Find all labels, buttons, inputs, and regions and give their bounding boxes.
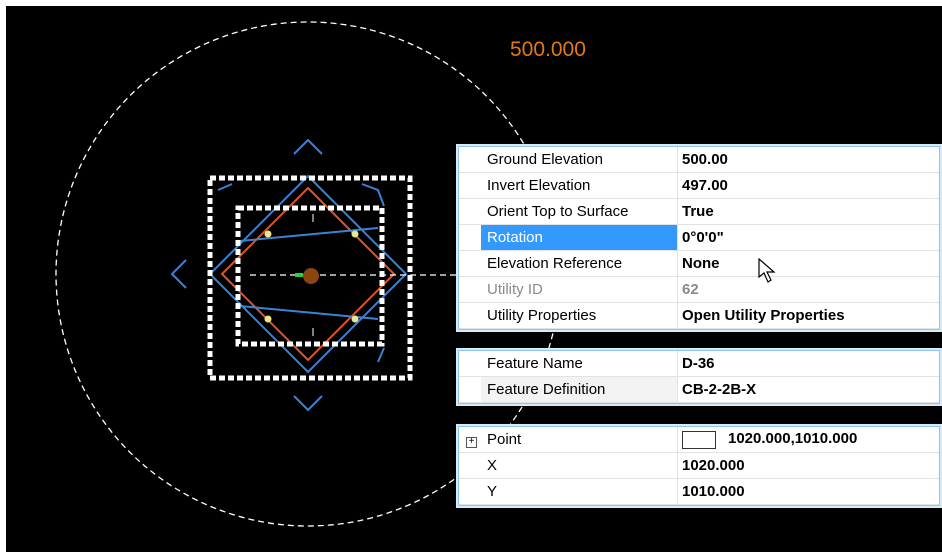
property-row-disabled: Utility ID 62 bbox=[459, 276, 939, 303]
property-label: Utility Properties bbox=[481, 302, 678, 329]
property-row[interactable]: Invert Elevation 497.00 bbox=[459, 172, 939, 199]
cad-canvas[interactable] bbox=[6, 6, 942, 552]
node-dot bbox=[351, 230, 359, 238]
property-label: Orient Top to Surface bbox=[481, 198, 678, 225]
point-x-label: X bbox=[481, 452, 678, 479]
center-point[interactable] bbox=[303, 268, 319, 284]
property-value[interactable]: 497.00 bbox=[677, 172, 939, 199]
property-label: Elevation Reference bbox=[481, 250, 678, 277]
open-utility-properties-link[interactable]: Open Utility Properties bbox=[677, 302, 939, 329]
center-marker bbox=[295, 273, 303, 277]
feature-definition-value[interactable]: CB-2-2B-X bbox=[677, 376, 939, 403]
chevron-left-icon[interactable] bbox=[170, 259, 187, 289]
property-label: Ground Elevation bbox=[481, 147, 678, 173]
plus-box-icon[interactable]: + bbox=[459, 427, 481, 453]
property-value[interactable]: None bbox=[677, 250, 939, 277]
chevron-up-icon[interactable] bbox=[293, 138, 323, 155]
point-y-value[interactable]: 1010.000 bbox=[677, 478, 939, 505]
property-row[interactable]: Ground Elevation 500.00 bbox=[459, 147, 939, 173]
point-value[interactable]: 1020.000,1010.000 bbox=[728, 430, 858, 448]
property-label: Utility ID bbox=[481, 276, 678, 303]
chevron-upper-right-icon[interactable] bbox=[361, 183, 385, 207]
point-x-value[interactable]: 1020.000 bbox=[677, 452, 939, 479]
drawing-viewport[interactable]: 500.000 Ground Elevation 500.00 Invert E… bbox=[6, 6, 942, 552]
elevation-label: 500.000 bbox=[510, 38, 586, 61]
feature-row[interactable]: Feature Name D-36 bbox=[459, 351, 939, 377]
selection-inner-square bbox=[235, 205, 385, 347]
point-panel: + Point 1020.000,1010.000 X 1020.000 Y 1… bbox=[458, 426, 940, 506]
node-dot bbox=[264, 315, 272, 323]
property-value: 62 bbox=[677, 276, 939, 303]
inner-diamond bbox=[220, 186, 396, 362]
property-value[interactable]: True bbox=[677, 198, 939, 225]
node-dot bbox=[264, 230, 272, 238]
point-x-row[interactable]: X 1020.000 bbox=[459, 452, 939, 479]
arrow-pointer-icon bbox=[758, 258, 776, 283]
property-value[interactable]: 500.00 bbox=[677, 147, 939, 173]
property-label: Rotation bbox=[481, 224, 678, 251]
point-y-row[interactable]: Y 1010.000 bbox=[459, 478, 939, 505]
property-row[interactable]: Utility Properties Open Utility Properti… bbox=[459, 302, 939, 329]
properties-panel: Ground Elevation 500.00 Invert Elevation… bbox=[458, 146, 940, 330]
property-value[interactable]: 0°0'0" bbox=[677, 224, 939, 251]
feature-label: Feature Name bbox=[481, 351, 678, 377]
property-row[interactable]: Elevation Reference None bbox=[459, 250, 939, 277]
feature-label: Feature Definition bbox=[481, 376, 678, 403]
property-row[interactable]: Orient Top to Surface True bbox=[459, 198, 939, 225]
point-y-label: Y bbox=[481, 478, 678, 505]
point-row[interactable]: + Point 1020.000,1010.000 bbox=[459, 427, 939, 453]
feature-row[interactable]: Feature Definition CB-2-2B-X bbox=[459, 376, 939, 403]
property-row-selected[interactable]: Rotation 0°0'0" bbox=[459, 224, 939, 251]
feature-name-value[interactable]: D-36 bbox=[677, 351, 939, 377]
point-label: Point bbox=[481, 427, 678, 453]
color-swatch[interactable] bbox=[682, 430, 716, 449]
property-label: Invert Elevation bbox=[481, 172, 678, 199]
node-dot bbox=[351, 315, 359, 323]
feature-panel: Feature Name D-36 Feature Definition CB-… bbox=[458, 350, 940, 404]
selection-outer-square bbox=[207, 175, 413, 381]
chevron-down-icon[interactable] bbox=[293, 395, 323, 412]
